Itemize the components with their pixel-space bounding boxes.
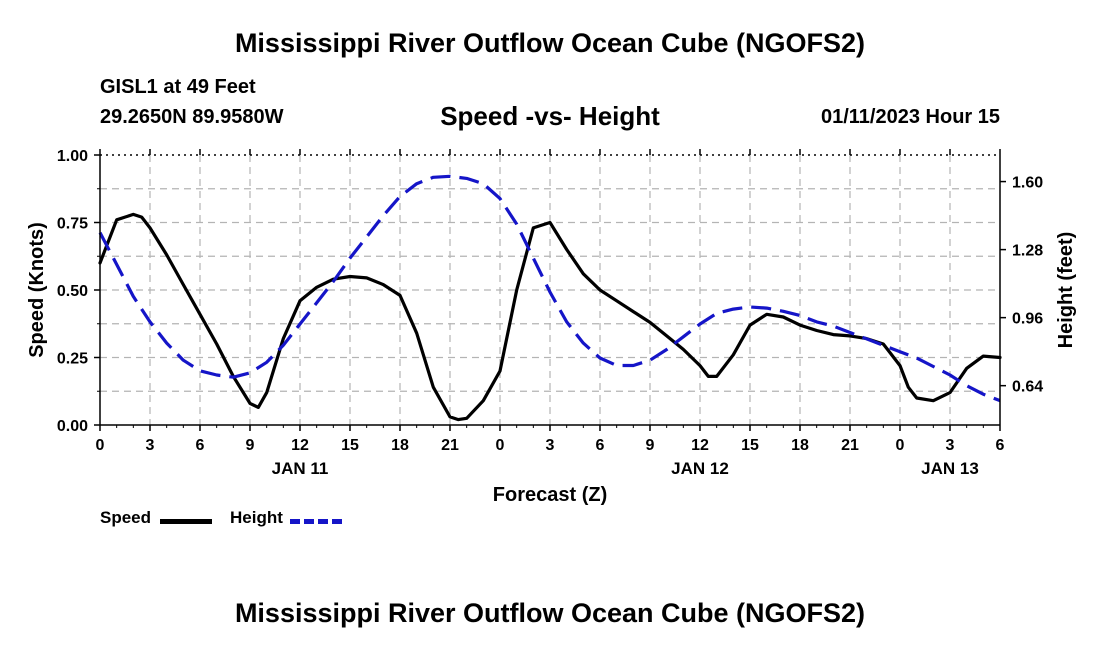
x-tick-label: 3 [946, 437, 955, 454]
station-name: GISL1 at 49 Feet [100, 76, 256, 98]
chart-subtitle: Speed -vs- Height [440, 101, 660, 131]
legend-height-label: Height [230, 508, 283, 527]
x-tick-label: 12 [691, 437, 709, 454]
station-coords: 29.2650N 89.9580W [100, 106, 284, 128]
y-tick-label: 0.25 [57, 351, 88, 368]
x-tick-label: 15 [341, 437, 359, 454]
y2-tick-label: 1.60 [1012, 175, 1043, 192]
x-tick-label: 6 [596, 437, 605, 454]
y-axis-title-right: Height (feet) [1055, 232, 1077, 349]
x-tick-label: 18 [791, 437, 809, 454]
speed-series-line [98, 212, 1002, 422]
x-tick-label: 3 [146, 437, 155, 454]
height-series-line [98, 174, 1001, 403]
x-tick-label: 12 [291, 437, 309, 454]
legend-speed-label: Speed [100, 508, 152, 527]
x-tick-label: 3 [546, 437, 555, 454]
footer-title: Mississippi River Outflow Ocean Cube (NG… [234, 598, 866, 628]
x-tick-label: 15 [741, 437, 759, 454]
y-axis-title-left: Speed (Knots) [26, 222, 48, 358]
x-tick-label: 21 [841, 437, 859, 454]
y2-tick-label: 0.96 [1012, 311, 1043, 328]
x-tick-label: 0 [96, 437, 105, 454]
x-tick-label: 6 [196, 437, 205, 454]
y-tick-label: 0.75 [57, 216, 88, 233]
x-tick-label: 18 [391, 437, 409, 454]
y2-tick-label: 1.28 [1012, 243, 1043, 260]
legend-speed-swatch [160, 519, 212, 524]
x-tick-label: 21 [441, 437, 459, 454]
date-label: JAN 11 [272, 459, 329, 478]
forecast-datetime: 01/11/2023 Hour 15 [820, 106, 1000, 128]
y-tick-label: 0.00 [57, 418, 88, 435]
x-tick-label: 6 [996, 437, 1005, 454]
y-tick-label: 0.50 [57, 283, 88, 300]
legend-height-swatch [290, 519, 342, 524]
date-label: JAN 13 [921, 459, 979, 478]
x-tick-label: 0 [496, 437, 505, 454]
x-tick-label: 9 [246, 437, 255, 454]
y-tick-label: 1.00 [57, 148, 88, 165]
main-title: Mississippi River Outflow Ocean Cube (NG… [234, 28, 866, 58]
x-tick-label: 0 [896, 437, 905, 454]
x-axis-title: Forecast (Z) [493, 484, 607, 506]
y2-tick-label: 0.64 [1012, 379, 1043, 396]
date-label: JAN 12 [671, 459, 729, 478]
x-tick-label: 9 [646, 437, 655, 454]
